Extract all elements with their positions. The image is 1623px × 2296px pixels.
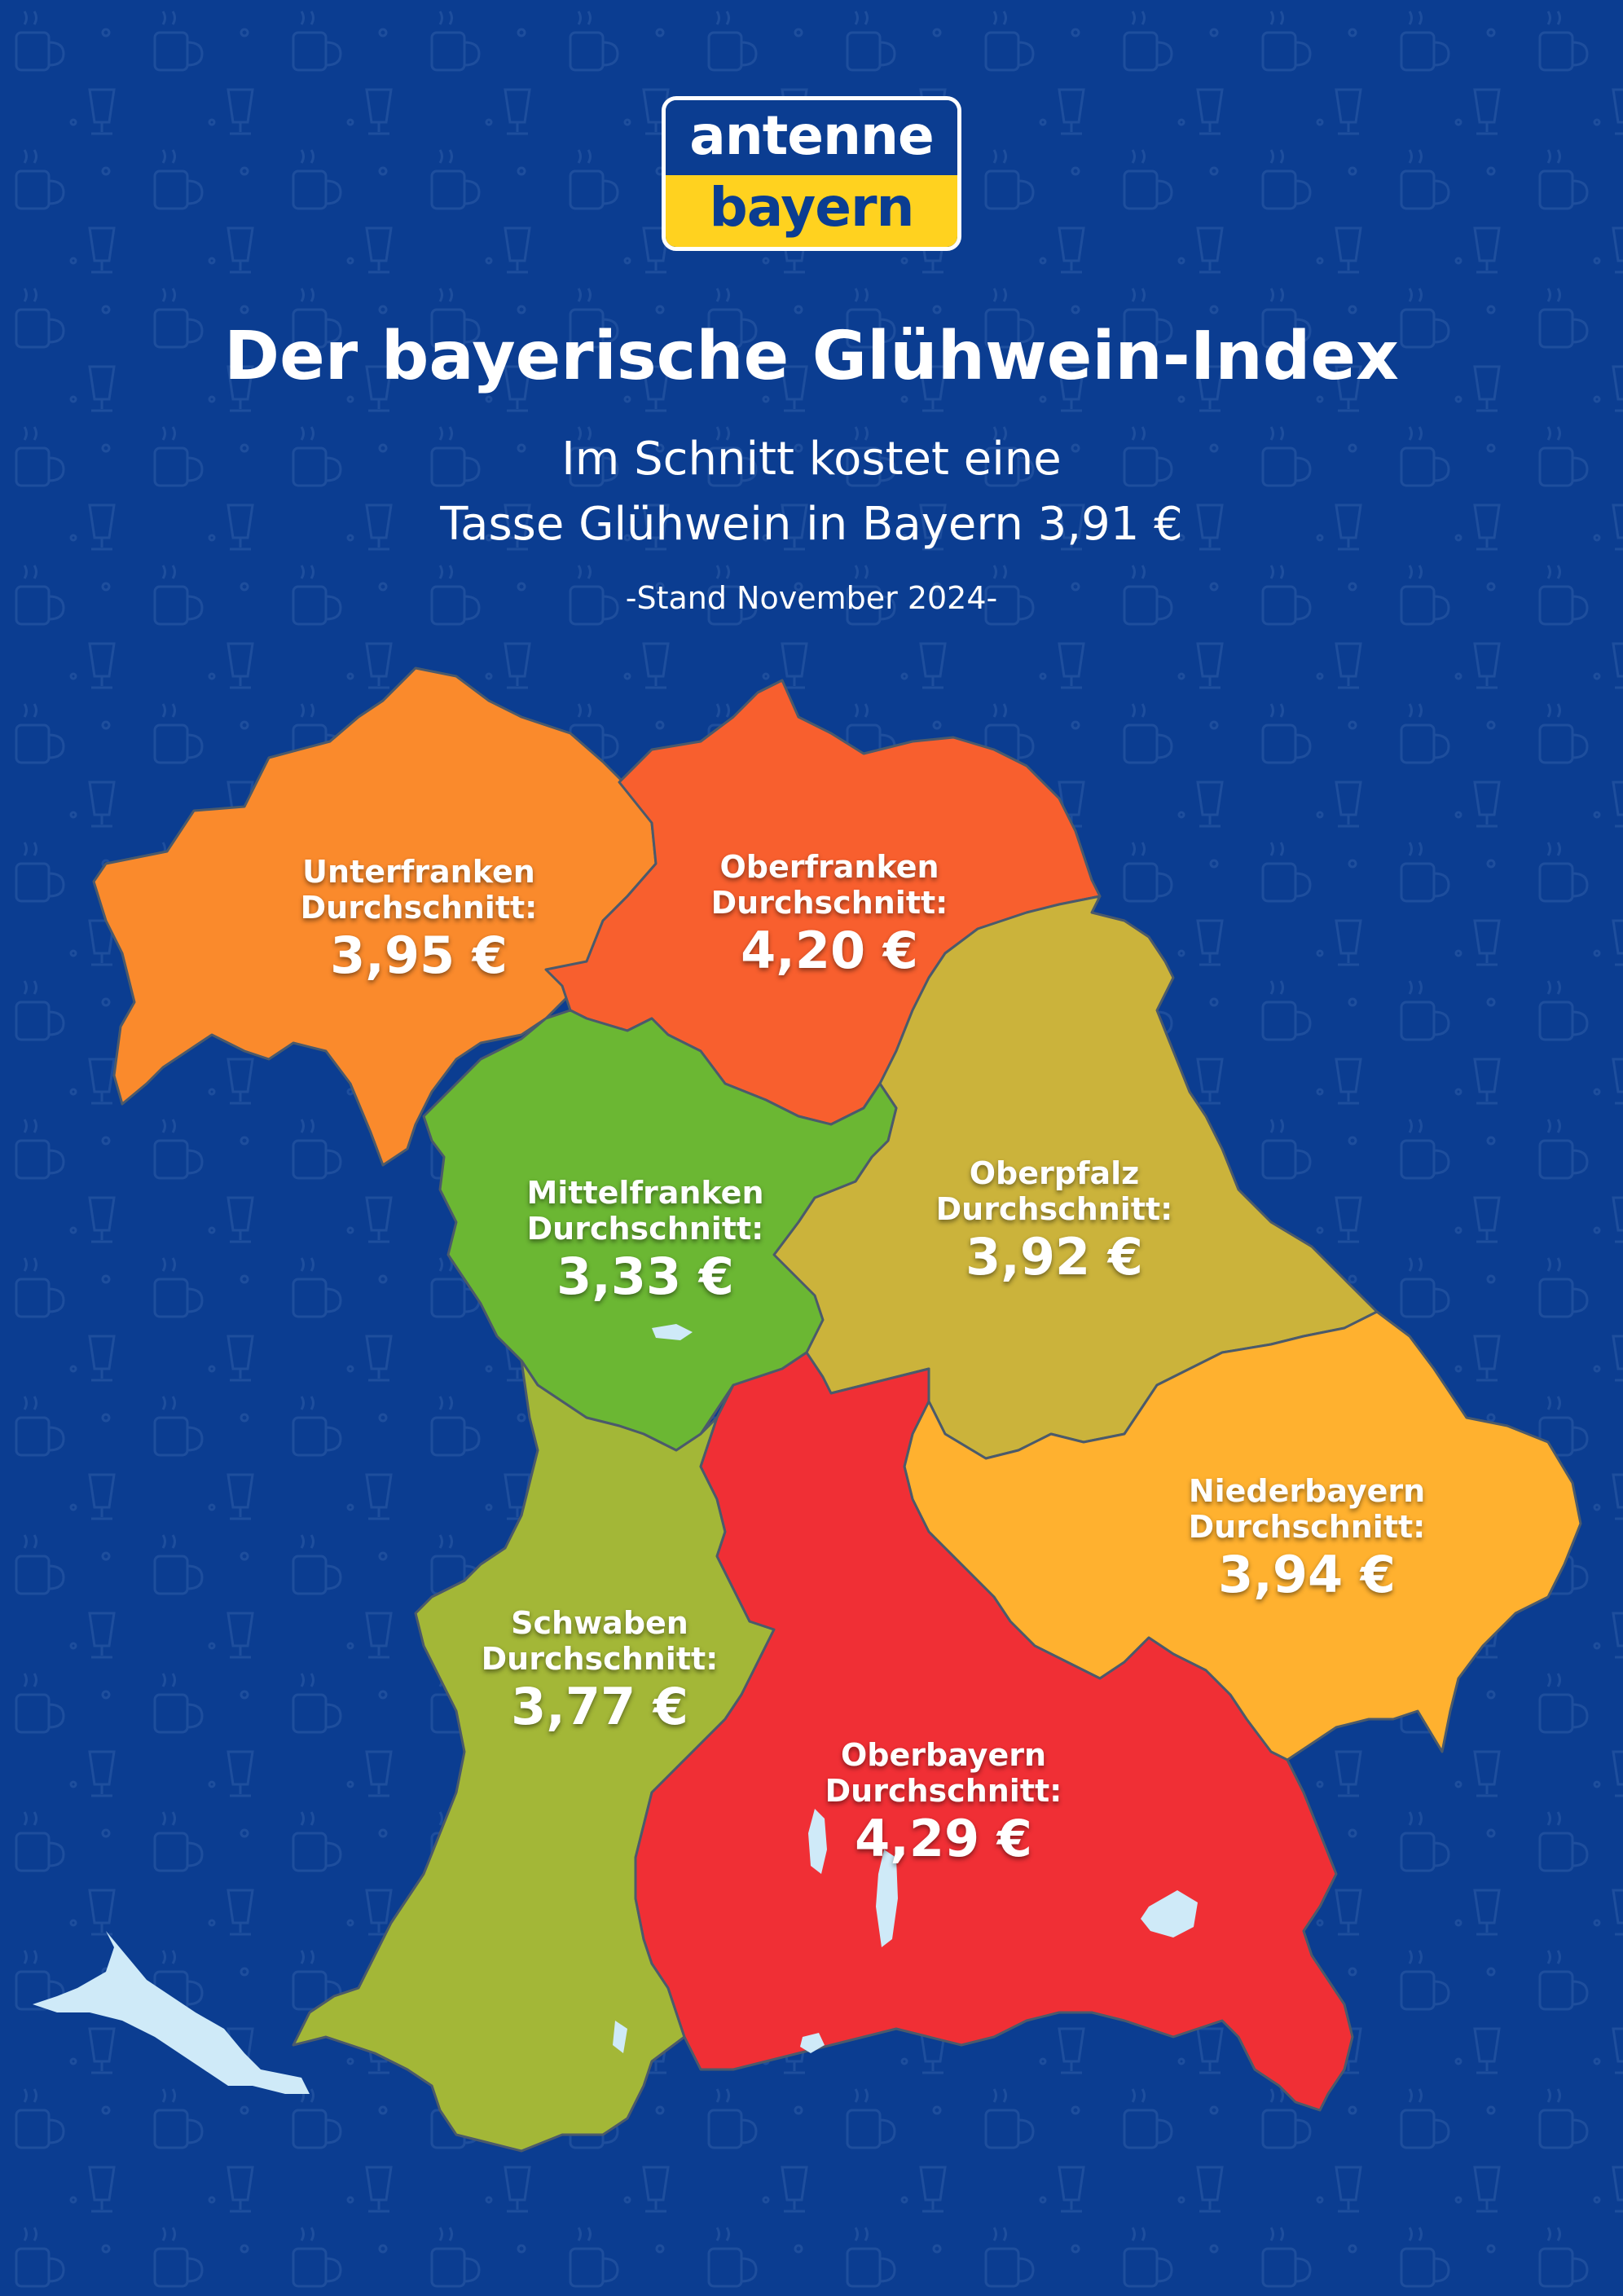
page-title: Der bayerische Glühwein-Index bbox=[224, 318, 1399, 395]
label-schwaben: Schwaben Durchschnitt: 3,77 € bbox=[437, 1605, 763, 1737]
average-label: Durchschnitt: bbox=[300, 890, 538, 926]
average-price: 3,33 € bbox=[556, 1247, 734, 1306]
average-price: 3,92 € bbox=[965, 1227, 1143, 1287]
region-unterfranken bbox=[92, 666, 658, 1167]
subtitle-line-1: Im Schnitt kostet eine bbox=[561, 433, 1062, 486]
label-oberfranken: Oberfranken Durchschnitt: 4,20 € bbox=[666, 849, 992, 981]
lake-bodensee bbox=[33, 1931, 310, 2094]
logo-text-antenne: antenne bbox=[666, 100, 957, 175]
antenne-bayern-logo: antenne bayern bbox=[662, 96, 961, 251]
lake-altmuehlsee bbox=[652, 1324, 693, 1340]
region-name: Niederbayern bbox=[1188, 1473, 1426, 1509]
region-name: Oberpfalz bbox=[969, 1155, 1140, 1191]
lake-chiemsee bbox=[1141, 1890, 1198, 1938]
label-unterfranken: Unterfranken Durchschnitt: 3,95 € bbox=[256, 854, 582, 986]
label-niederbayern: Niederbayern Durchschnitt: 3,94 € bbox=[1144, 1473, 1470, 1605]
average-price: 3,95 € bbox=[330, 926, 508, 985]
page-subtitle: Im Schnitt kostet eine Tasse Glühwein in… bbox=[0, 427, 1623, 557]
region-name: Unterfranken bbox=[302, 854, 535, 890]
lake-ammersee bbox=[808, 1809, 827, 1874]
average-price: 4,20 € bbox=[741, 921, 918, 980]
average-label: Durchschnitt: bbox=[1188, 1509, 1426, 1545]
region-mittelfranken bbox=[422, 1009, 898, 1452]
average-price: 3,94 € bbox=[1218, 1545, 1396, 1604]
average-label: Durchschnitt: bbox=[481, 1641, 719, 1677]
average-label: Durchschnitt: bbox=[935, 1191, 1173, 1227]
lake-forggensee bbox=[613, 2021, 627, 2053]
label-oberpfalz: Oberpfalz Durchschnitt: 3,92 € bbox=[891, 1155, 1217, 1287]
region-name: Mittelfranken bbox=[526, 1175, 764, 1211]
subtitle-line-2: Tasse Glühwein in Bayern 3,91 € bbox=[440, 498, 1183, 551]
region-name: Schwaben bbox=[511, 1605, 688, 1641]
average-label: Durchschnitt: bbox=[825, 1773, 1062, 1809]
logo-text-bayern: bayern bbox=[666, 175, 957, 247]
average-price: 3,77 € bbox=[511, 1677, 688, 1736]
lake-kochelsee bbox=[800, 2033, 825, 2053]
region-name: Oberfranken bbox=[719, 849, 939, 885]
average-label: Durchschnitt: bbox=[526, 1211, 764, 1247]
lake-starnberger-see bbox=[876, 1850, 898, 1947]
average-label: Durchschnitt: bbox=[710, 885, 948, 921]
date-note: -Stand November 2024- bbox=[625, 580, 998, 616]
label-mittelfranken: Mittelfranken Durchschnitt: 3,33 € bbox=[482, 1175, 808, 1307]
label-oberbayern: Oberbayern Durchschnitt: 4,29 € bbox=[781, 1737, 1106, 1869]
average-price: 4,29 € bbox=[855, 1809, 1032, 1868]
region-name: Oberbayern bbox=[840, 1737, 1047, 1773]
